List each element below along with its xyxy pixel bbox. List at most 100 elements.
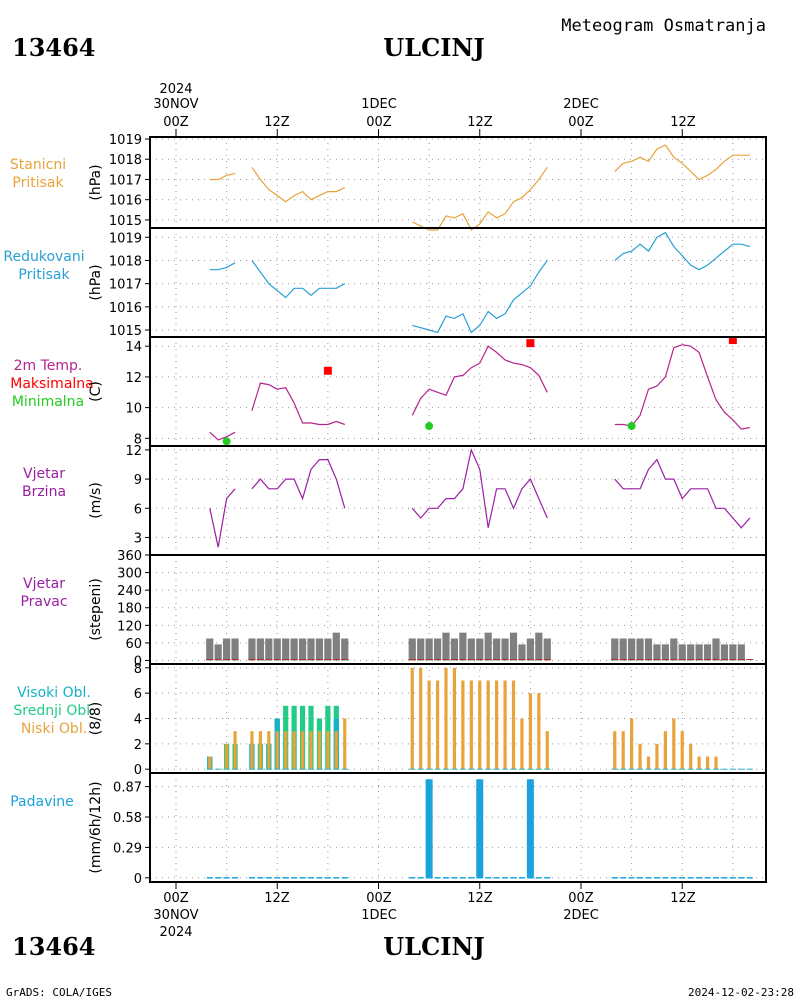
timestamp-text: 2024-12-02-23:28 [688, 986, 794, 999]
winddir-bar [543, 638, 551, 661]
cloud-low-bar [520, 718, 524, 770]
cloud-low-bar [697, 756, 701, 770]
date-label-top-1: 1DEC [361, 97, 397, 112]
winddir-bar [687, 644, 695, 661]
winddir-bar [332, 632, 340, 661]
tmax-marker [526, 339, 535, 348]
wind-unit-label: (m/s) [88, 482, 104, 519]
winddir-bar [535, 632, 543, 661]
temp-frame [149, 336, 767, 447]
time-label-bottom-2: 00Z [366, 891, 392, 906]
station-name-top: ULCINJ [383, 33, 484, 62]
precip-ytick-label: 0 [134, 872, 142, 887]
time-label-bottom-5: 12Z [670, 891, 696, 906]
precip-unit-label: (mm/6h/12h) [88, 781, 104, 873]
temp-ytick-label: 14 [125, 340, 142, 355]
cloud-low-bar [225, 743, 229, 770]
wind-series-line [251, 459, 346, 509]
winddir-bar [628, 638, 636, 661]
winddir-bar [501, 638, 509, 661]
wind-panel [145, 445, 767, 556]
winddir-ytick-label: 180 [117, 602, 142, 617]
wind-ytick-label: 12 [125, 444, 142, 459]
cloud-low-bar [343, 718, 347, 770]
winddir-bar [670, 638, 678, 661]
time-axis-top: 2024 30NOV 1DEC 2DEC 00Z 12Z 00Z 12Z 00Z… [153, 82, 695, 130]
winddir-bar [484, 632, 492, 661]
temp-ytick-label: 12 [125, 371, 142, 386]
cloud-low-bar [714, 756, 718, 770]
wind-frame [149, 445, 767, 556]
time-label-top-1: 12Z [264, 115, 290, 130]
station-name-bottom: ULCINJ [383, 932, 484, 961]
winddir-ytick-label: 120 [117, 619, 142, 634]
cloud-low-bar [284, 731, 288, 770]
chart-subtitle: Meteogram Osmatranja [561, 16, 766, 36]
cloud-low-bar [621, 731, 625, 770]
winddir-unit-label: (stepeni) [88, 578, 104, 641]
year-label-top: 2024 [159, 82, 192, 97]
cloud-low-bar [300, 731, 305, 770]
station-id-top: 13464 [12, 33, 96, 62]
cloud-low-bar [233, 731, 237, 770]
temp-ytick-label: 8 [134, 432, 142, 447]
cloud-low-bar [486, 680, 490, 770]
year-label-bottom: 2024 [159, 925, 192, 940]
tmin-marker [222, 437, 231, 446]
cloud-low-bar [292, 731, 296, 770]
cloud-low-bar [680, 731, 684, 770]
cloud-low-bar [267, 731, 271, 770]
winddir-bar [442, 632, 450, 661]
pressure-panel [145, 136, 767, 231]
winddir-bar [509, 632, 518, 661]
temp-label-1: 2m Temp. [14, 358, 83, 374]
clouds-ytick-label: 0 [134, 763, 142, 778]
temp-label-2: Maksimalna [10, 376, 94, 392]
precip-ytick-label: 0.87 [113, 781, 142, 796]
cloud-low-bar [528, 693, 532, 770]
precip-panel [145, 772, 767, 883]
tmin-marker [627, 422, 636, 431]
pressure-ytick-label: 1019 [109, 133, 142, 148]
pressure-series-line [209, 172, 236, 181]
date-label-bottom-1: 1DEC [361, 908, 397, 923]
cloud-low-bar [275, 731, 279, 770]
temp-panel [145, 336, 767, 447]
winddir-panel [145, 554, 767, 665]
cloud-low-bar [613, 731, 617, 770]
cloud-low-bar [419, 667, 423, 770]
winddir-bar [703, 644, 712, 661]
winddir-bar [493, 638, 501, 661]
wind-ytick-label: 6 [134, 502, 142, 517]
clouds-label-1: Visoki Obl. [17, 685, 91, 701]
station-id-bottom: 13464 [12, 932, 96, 961]
date-label-bottom-2: 2DEC [563, 908, 599, 923]
wind-series-line [614, 458, 751, 529]
cloud-low-bar [250, 731, 254, 770]
winddir-bar [282, 638, 290, 661]
wind-label-1: Vjetar [23, 466, 65, 482]
winddir-bar [737, 644, 745, 661]
winddir-bar [729, 644, 737, 661]
cloud-low-bar [638, 743, 642, 770]
clouds-ytick-label: 8 [134, 662, 142, 677]
clouds-ytick-label: 4 [134, 713, 142, 728]
cloud-low-bar [469, 680, 473, 770]
cloud-low-bar [630, 718, 634, 770]
pressure-ytick-label: 1015 [109, 214, 142, 229]
date-label-bottom-0: 30NOV [153, 908, 198, 923]
pressure-ytick-label: 1016 [109, 194, 142, 209]
wind-ytick-label: 9 [134, 473, 142, 488]
winddir-bar [636, 638, 644, 661]
time-label-bottom-4: 00Z [568, 891, 594, 906]
time-label-bottom-0: 00Z [163, 891, 189, 906]
cloud-low-bar [672, 718, 676, 770]
temp-series-line [209, 431, 236, 441]
winddir-label-1: Vjetar [23, 576, 65, 592]
precip-ytick-label: 0.29 [113, 841, 142, 856]
pressure-series-line [614, 144, 750, 181]
cloud-low-bar [478, 680, 482, 770]
cloud-low-bar [208, 756, 212, 770]
winddir-bar [425, 638, 433, 661]
